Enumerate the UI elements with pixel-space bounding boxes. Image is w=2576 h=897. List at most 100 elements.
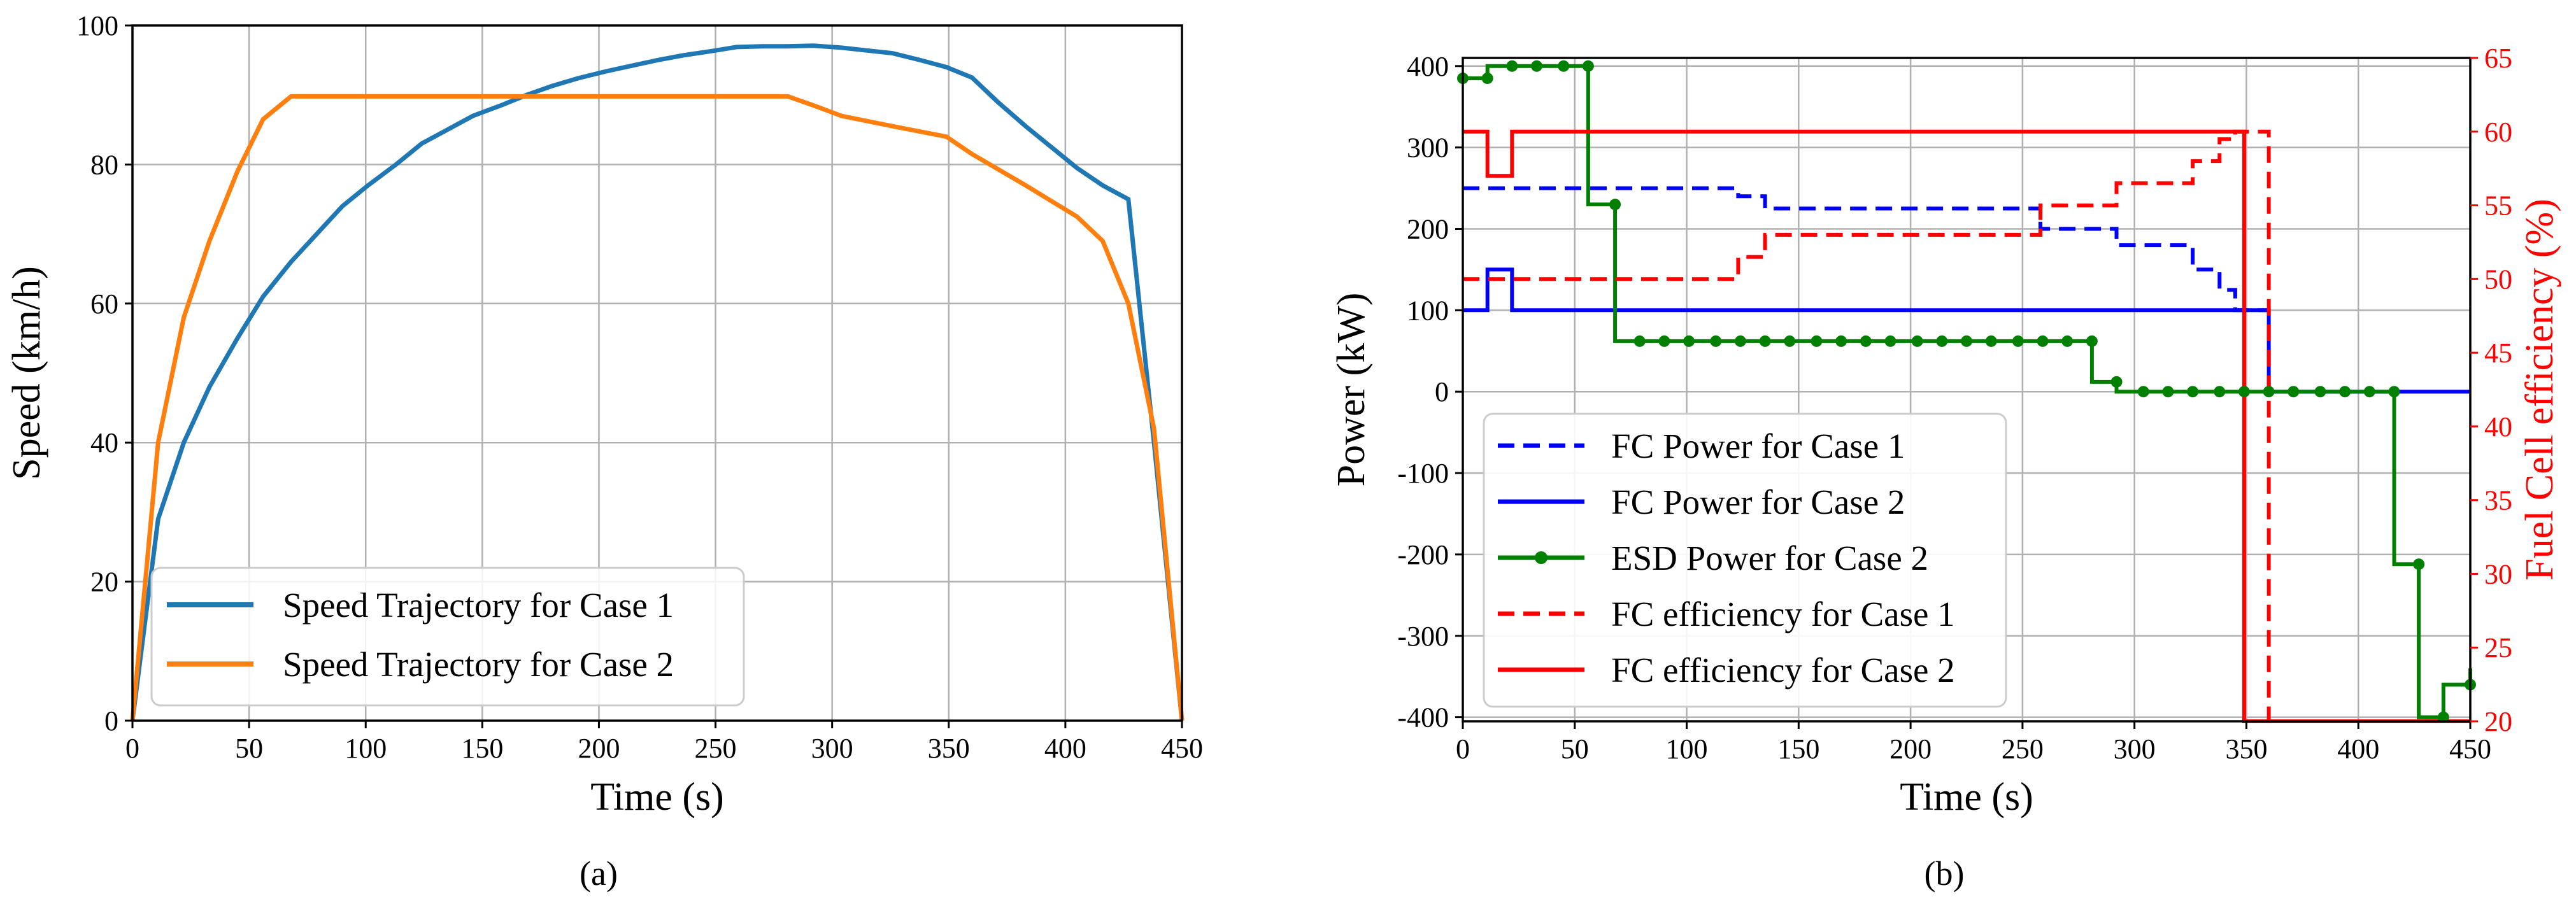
esd-power-marker — [2437, 711, 2449, 723]
y-tick-label: -300 — [1397, 621, 1449, 652]
esd-power-marker — [1609, 199, 1621, 211]
legend-label-speed-case2: Speed Trajectory for Case 2 — [283, 645, 674, 684]
speed-chart-plot-frame — [131, 24, 1183, 722]
y-tick-label: -100 — [1397, 458, 1449, 489]
panel-label-a: (a) — [580, 854, 618, 893]
speed-chart-lines — [130, 43, 1185, 721]
y-tick-label: 80 — [90, 149, 118, 180]
esd-power-marker — [1860, 335, 1872, 347]
panel-label-b: (b) — [1925, 854, 1965, 893]
y-tick-label: 40 — [90, 427, 118, 458]
legend-label-fc-power-case2: FC Power for Case 2 — [1611, 483, 1905, 521]
y-tick-label: 100 — [76, 10, 118, 41]
x-tick-label: 300 — [811, 733, 853, 764]
x-tick-label: 450 — [2449, 733, 2491, 765]
esd-power-marker — [1506, 60, 1518, 72]
esd-power-marker — [1558, 60, 1570, 72]
esd-power-marker — [2110, 376, 2123, 388]
esd-power-marker — [2137, 386, 2149, 398]
esd-power-marker — [2187, 386, 2199, 398]
y-tick-label: 20 — [90, 567, 118, 598]
power-chart-right-y-label: Fuel Cell efficiency (%) — [2518, 199, 2561, 581]
esd-power-marker — [2314, 386, 2326, 398]
right-y-tick-label: 35 — [2484, 485, 2512, 516]
x-tick-label: 0 — [1456, 733, 1470, 765]
power-chart-y-label: Power (kW) — [1330, 293, 1373, 487]
esd-power-marker — [1936, 335, 1948, 347]
x-tick-label: 0 — [125, 733, 139, 764]
esd-power-marker — [1811, 335, 1823, 347]
x-tick-label: 150 — [1777, 733, 1819, 765]
power-chart-plot-frame — [1462, 57, 2472, 723]
power-chart-x-ticks: 0 50 100 150 200 250 300 350 400 450 — [1456, 721, 2491, 765]
legend-marker-esd-power — [1535, 551, 1548, 564]
esd-power-marker — [1884, 335, 1896, 347]
y-tick-label: 0 — [104, 705, 118, 737]
power-chart-x-label: Time (s) — [1900, 775, 2033, 819]
esd-power-marker — [2214, 386, 2226, 398]
esd-power-marker — [1835, 335, 1847, 347]
x-tick-label: 350 — [928, 733, 970, 764]
y-tick-label: -200 — [1397, 539, 1449, 570]
series-line-speed-trajectory-for-case-2 — [130, 94, 1185, 721]
esd-power-marker — [2086, 335, 2098, 347]
power-chart-legend: FC Power for Case 1 FC Power for Case 2 … — [1483, 413, 2007, 708]
y-tick-label: 400 — [1407, 51, 1449, 82]
right-y-tick-label: 20 — [2484, 706, 2512, 737]
x-tick-label: 150 — [461, 733, 503, 764]
esd-power-markers — [1457, 60, 2476, 723]
series-line-fc-efficiency-for-case-2 — [1463, 129, 2470, 723]
x-tick-label: 200 — [578, 733, 620, 764]
speed-chart: 0 50 100 150 200 250 300 350 400 450 0 20 40 60 80 100… — [5, 10, 1203, 893]
series-line-fc-power-for-case-1 — [1463, 186, 2271, 392]
power-chart-left-y-ticks: -400 -300 -200 -100 0 100 200 300 400 — [1397, 51, 1463, 733]
esd-power-marker — [1784, 335, 1796, 347]
speed-chart-legend-box — [150, 567, 745, 707]
esd-power-marker — [2413, 558, 2425, 570]
esd-power-marker — [1633, 335, 1646, 347]
power-efficiency-chart: 0 50 100 150 200 250 300 350 400 450 -400-300-200… — [1330, 43, 2561, 893]
y-tick-label: 60 — [90, 288, 118, 320]
right-y-tick-label: 45 — [2484, 337, 2512, 369]
esd-power-marker — [2012, 335, 2024, 347]
speed-chart-y-label: Speed (km/h) — [5, 266, 48, 480]
esd-power-marker — [1985, 335, 1997, 347]
x-tick-label: 250 — [695, 733, 737, 764]
esd-power-marker — [2388, 386, 2400, 398]
x-tick-label: 250 — [2002, 733, 2044, 765]
x-tick-label: 100 — [345, 733, 387, 764]
esd-power-marker — [1734, 335, 1746, 347]
y-tick-label: 0 — [1435, 376, 1449, 407]
series-line-speed-trajectory-for-case-1 — [130, 43, 1185, 721]
esd-power-marker — [1710, 335, 1722, 347]
esd-power-marker — [2363, 386, 2375, 398]
esd-power-marker — [1481, 72, 1493, 84]
power-chart-right-y-ticks: 20 25 30 35 40 45 50 55 60 65 — [2470, 43, 2512, 737]
y-tick-label: 100 — [1407, 295, 1449, 326]
esd-power-marker — [2339, 386, 2351, 398]
x-tick-label: 100 — [1666, 733, 1708, 765]
esd-power-marker — [1658, 335, 1670, 347]
right-y-tick-label: 40 — [2484, 411, 2512, 442]
esd-power-marker — [1582, 60, 1594, 72]
esd-power-marker — [2162, 386, 2174, 398]
right-y-tick-label: 25 — [2484, 632, 2512, 663]
y-tick-label: 300 — [1407, 132, 1449, 164]
esd-power-marker — [2238, 386, 2250, 398]
x-tick-label: 450 — [1161, 733, 1203, 764]
right-y-tick-label: 60 — [2484, 117, 2512, 148]
right-y-tick-label: 50 — [2484, 264, 2512, 295]
right-y-tick-label: 30 — [2484, 558, 2512, 590]
x-tick-label: 400 — [2337, 733, 2379, 765]
esd-power-marker — [2061, 335, 2074, 347]
power-chart-legend-box — [1483, 413, 2007, 708]
legend-label-fc-efficiency-case1: FC efficiency for Case 1 — [1611, 595, 1955, 633]
x-tick-label: 50 — [235, 733, 263, 764]
legend-label-speed-case1: Speed Trajectory for Case 1 — [283, 586, 674, 625]
esd-power-marker — [1911, 335, 1923, 347]
esd-power-marker — [1961, 335, 1972, 347]
esd-power-marker — [1759, 335, 1771, 347]
x-tick-label: 350 — [2225, 733, 2267, 765]
y-tick-label: -400 — [1397, 702, 1449, 733]
